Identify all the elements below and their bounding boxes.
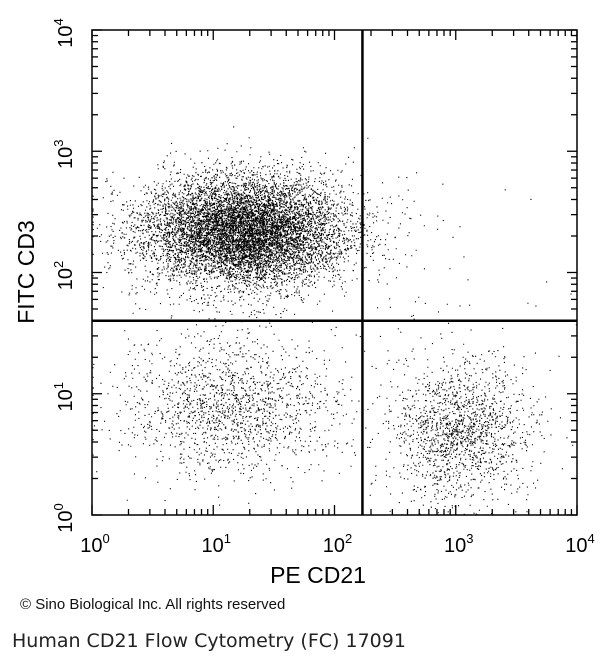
y-axis-label: FITC CD3	[13, 220, 39, 324]
x-tick-label: 100	[80, 531, 109, 557]
x-tick-label: 103	[444, 531, 473, 557]
y-axis-tick-labels: 100 101 102 103 104	[51, 18, 77, 532]
y-tick-label: 100	[51, 503, 77, 532]
x-axis-tick-labels: 100 101 102 103 104	[80, 531, 594, 557]
x-axis-label: PE CD21	[270, 562, 366, 588]
quadrant-gates	[92, 30, 577, 515]
y-tick-label: 103	[51, 140, 77, 169]
y-axis-ticks	[92, 29, 577, 516]
copyright-notice: © Sino Biological Inc. All rights reserv…	[20, 596, 286, 613]
figure-caption: Human CD21 Flow Cytometry (FC) 17091	[12, 630, 406, 652]
y-tick-label: 104	[51, 18, 77, 47]
y-tick-label: 102	[51, 261, 77, 290]
x-tick-label: 102	[323, 531, 352, 557]
x-tick-label: 101	[202, 531, 231, 557]
plot-frame	[91, 29, 578, 516]
y-tick-label: 101	[51, 382, 77, 411]
population-0-points	[92, 126, 444, 330]
x-axis-ticks	[91, 30, 578, 515]
x-tick-label: 104	[565, 531, 594, 557]
